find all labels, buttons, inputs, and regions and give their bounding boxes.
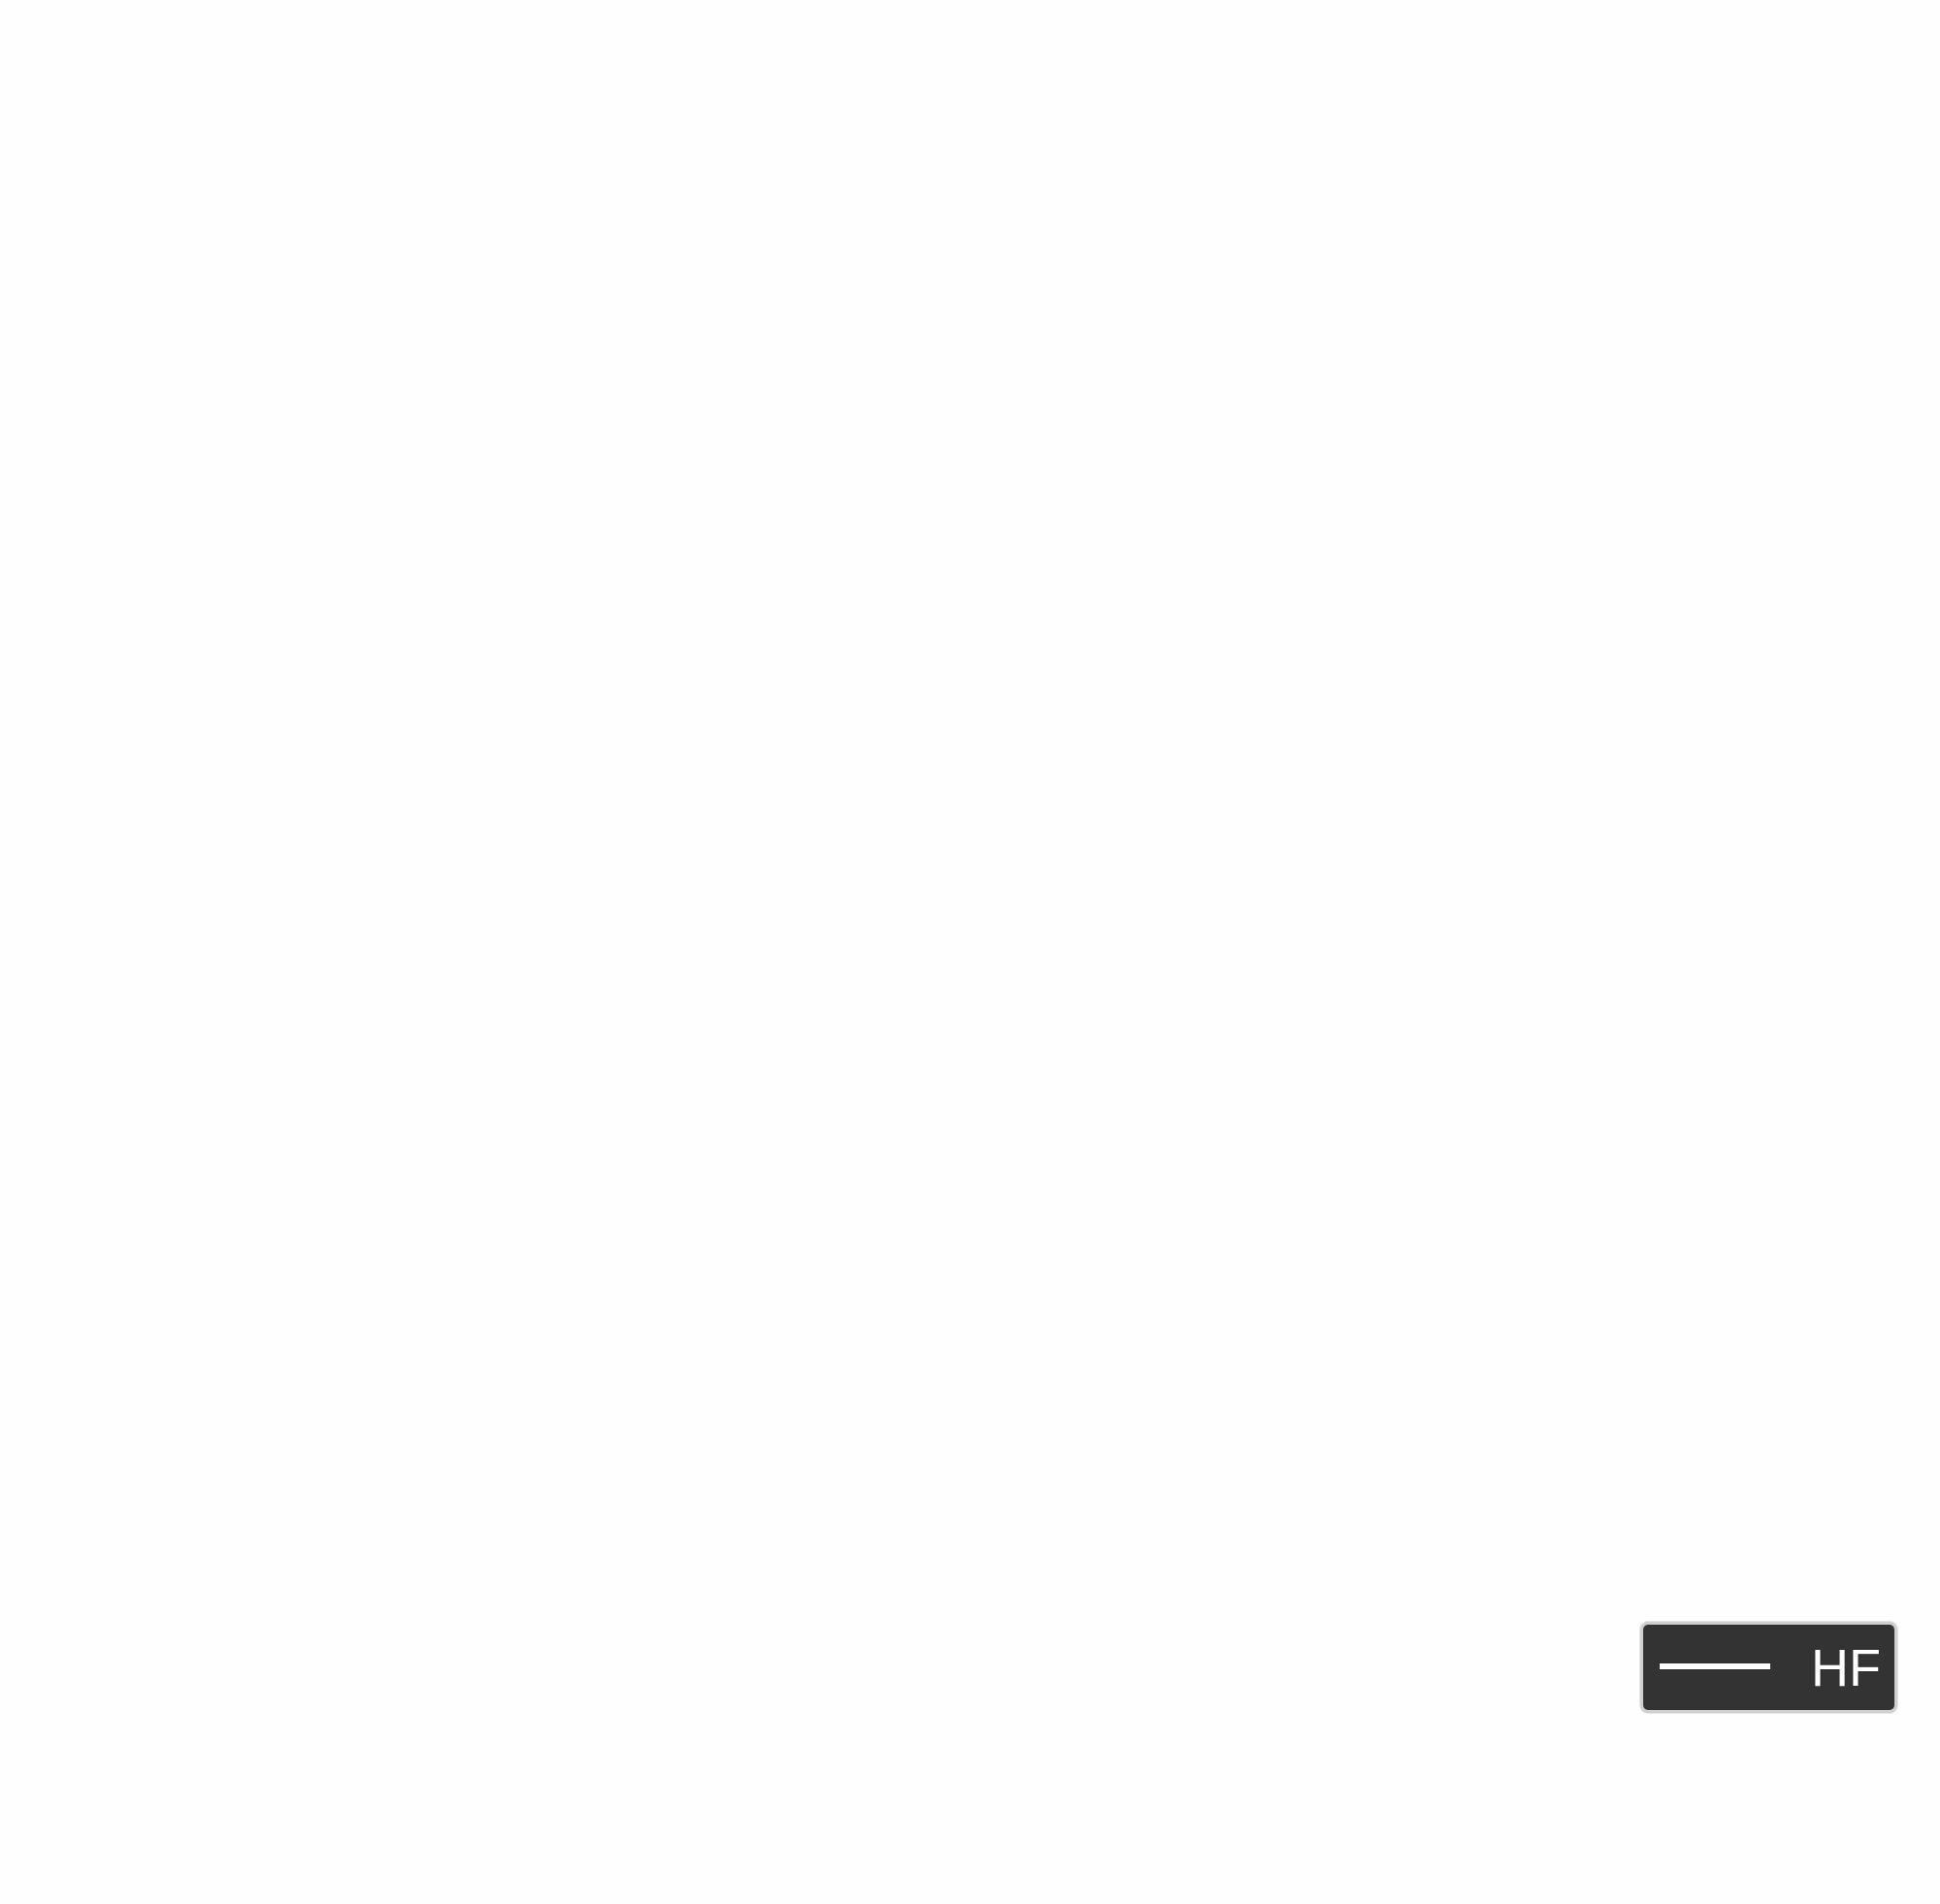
legend-swatch-hf (1660, 1663, 1770, 1669)
legend: HF (1640, 1622, 1897, 1713)
legend-label-hf: HF (1811, 1639, 1881, 1697)
legend-entry-hf: HF (1643, 1625, 1894, 1710)
